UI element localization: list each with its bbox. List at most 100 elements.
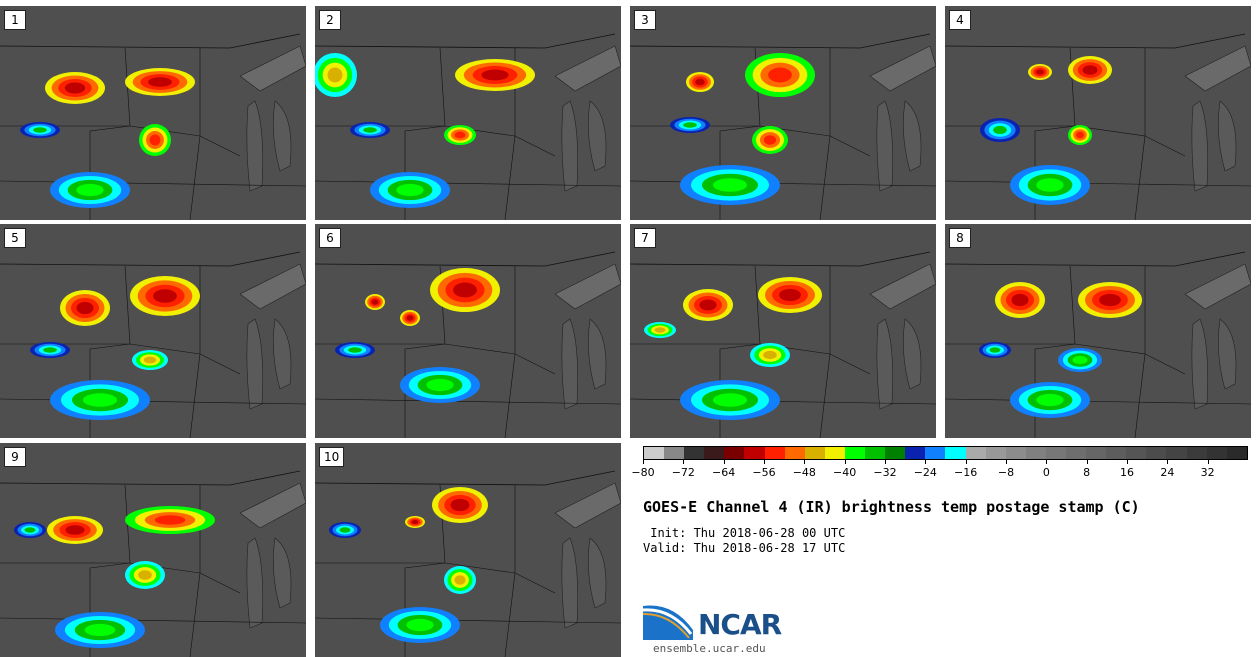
storm-cell bbox=[993, 125, 1007, 135]
colorbar-segment bbox=[965, 447, 986, 459]
forecast-panel-5: 5 bbox=[0, 224, 306, 438]
panel-label: 1 bbox=[4, 10, 26, 30]
colorbar-tick-label: 16 bbox=[1120, 466, 1134, 479]
colorbar-segment bbox=[1065, 447, 1087, 459]
colorbar-segment bbox=[764, 447, 785, 459]
colorbar-tick bbox=[1086, 460, 1088, 464]
colorbar-segment bbox=[844, 447, 866, 459]
logo-url: ensemble.ucar.edu bbox=[653, 642, 766, 655]
colorbar-tick-label: −48 bbox=[792, 466, 816, 479]
colorbar-tick bbox=[885, 460, 886, 464]
colorbar-tick bbox=[683, 460, 685, 464]
storm-cell bbox=[327, 67, 343, 83]
storm-cell bbox=[339, 527, 351, 533]
storm-cell bbox=[411, 519, 419, 525]
storm-cell bbox=[143, 356, 157, 364]
colorbar-segment bbox=[1126, 447, 1147, 459]
forecast-panel-1: 1 bbox=[0, 6, 306, 220]
storm-cell bbox=[24, 527, 36, 533]
colorbar-segment bbox=[684, 447, 705, 459]
forecast-panel-4: 4 bbox=[945, 6, 1251, 220]
forecast-panel-6: 6 bbox=[315, 224, 621, 438]
ncar-logo-text: NCAR bbox=[698, 608, 782, 641]
colorbar-tick bbox=[1046, 460, 1048, 464]
ir-satellite-map bbox=[630, 224, 936, 438]
storm-cell bbox=[153, 289, 177, 303]
colorbar-segment bbox=[1086, 447, 1107, 459]
colorbar-boxes bbox=[643, 446, 1248, 460]
colorbar-tick-label: −40 bbox=[833, 466, 857, 479]
panel-label: 7 bbox=[634, 228, 656, 248]
storm-cell bbox=[763, 135, 777, 145]
colorbar-segment bbox=[1226, 447, 1247, 459]
storm-cell bbox=[371, 299, 379, 305]
colorbar-tick bbox=[1127, 460, 1128, 464]
storm-cell bbox=[396, 183, 424, 197]
colorbar-segment bbox=[1045, 447, 1066, 459]
forecast-panel-2: 2 bbox=[315, 6, 621, 220]
forecast-panel-8: 8 bbox=[945, 224, 1251, 438]
colorbar-tick-label: −32 bbox=[873, 466, 897, 479]
colorbar-segment bbox=[744, 447, 765, 459]
storm-cell bbox=[406, 315, 414, 321]
storm-cell bbox=[65, 525, 85, 535]
colorbar-segment bbox=[945, 447, 966, 459]
colorbar-tick bbox=[844, 460, 846, 464]
forecast-panel-3: 3 bbox=[630, 6, 936, 220]
ir-satellite-map bbox=[945, 6, 1251, 220]
storm-cell bbox=[695, 78, 705, 86]
storm-cell bbox=[76, 301, 94, 315]
colorbar-tick-label: 32 bbox=[1200, 466, 1215, 479]
storm-cell bbox=[64, 82, 86, 94]
colorbar-segment bbox=[784, 447, 805, 459]
storm-cell bbox=[989, 347, 1001, 353]
colorbar-segment bbox=[644, 447, 665, 459]
colorbar-segment bbox=[664, 447, 685, 459]
figure-title: GOES-E Channel 4 (IR) brightness temp po… bbox=[643, 498, 1140, 516]
storm-cell bbox=[426, 378, 454, 392]
colorbar-segment bbox=[1106, 447, 1127, 459]
ir-satellite-map bbox=[0, 224, 306, 438]
storm-cell bbox=[454, 575, 466, 585]
storm-cell bbox=[713, 393, 747, 407]
panel-label: 2 bbox=[319, 10, 341, 30]
colorbar-tick-label: 0 bbox=[1042, 466, 1050, 479]
colorbar-segment bbox=[804, 447, 825, 459]
storm-cell bbox=[454, 131, 466, 139]
colorbar-tick bbox=[1167, 460, 1169, 464]
ir-satellite-map bbox=[945, 224, 1251, 438]
storm-cell bbox=[450, 498, 470, 512]
colorbar-tick bbox=[804, 460, 806, 464]
ir-satellite-map bbox=[0, 443, 306, 657]
storm-cell bbox=[453, 282, 477, 298]
init-time: Init: Thu 2018-06-28 00 UTC bbox=[643, 526, 846, 540]
storm-cell bbox=[33, 127, 47, 133]
storm-cell bbox=[1099, 293, 1121, 307]
colorbar-segment bbox=[1166, 447, 1187, 459]
ncar-logo: NCAR bbox=[642, 600, 803, 646]
storm-cell bbox=[1075, 131, 1085, 139]
panel-label: 10 bbox=[319, 447, 345, 467]
storm-cell bbox=[1036, 178, 1064, 192]
colorbar-tick-label: 24 bbox=[1160, 466, 1175, 479]
storm-cell bbox=[363, 127, 377, 133]
storm-cell bbox=[43, 347, 57, 353]
storm-cell bbox=[683, 122, 697, 128]
panel-label: 9 bbox=[4, 447, 26, 467]
colorbar-tick-label: −8 bbox=[997, 466, 1015, 479]
ncar-swoosh-icon bbox=[642, 605, 693, 640]
storm-cell bbox=[654, 327, 666, 333]
colorbar-segment bbox=[824, 447, 845, 459]
colorbar-segment bbox=[885, 447, 906, 459]
colorbar-segment bbox=[724, 447, 745, 459]
storm-cell bbox=[1035, 69, 1045, 75]
storm-cell bbox=[779, 288, 801, 302]
colorbar-tick bbox=[764, 460, 765, 464]
colorbar-tick-label: −16 bbox=[954, 466, 978, 479]
storm-cell bbox=[763, 350, 777, 360]
colorbar-segment bbox=[925, 447, 946, 459]
storm-cell bbox=[149, 134, 161, 146]
panel-label: 5 bbox=[4, 228, 26, 248]
colorbar-tick bbox=[1006, 460, 1007, 464]
colorbar-segment bbox=[1206, 447, 1227, 459]
